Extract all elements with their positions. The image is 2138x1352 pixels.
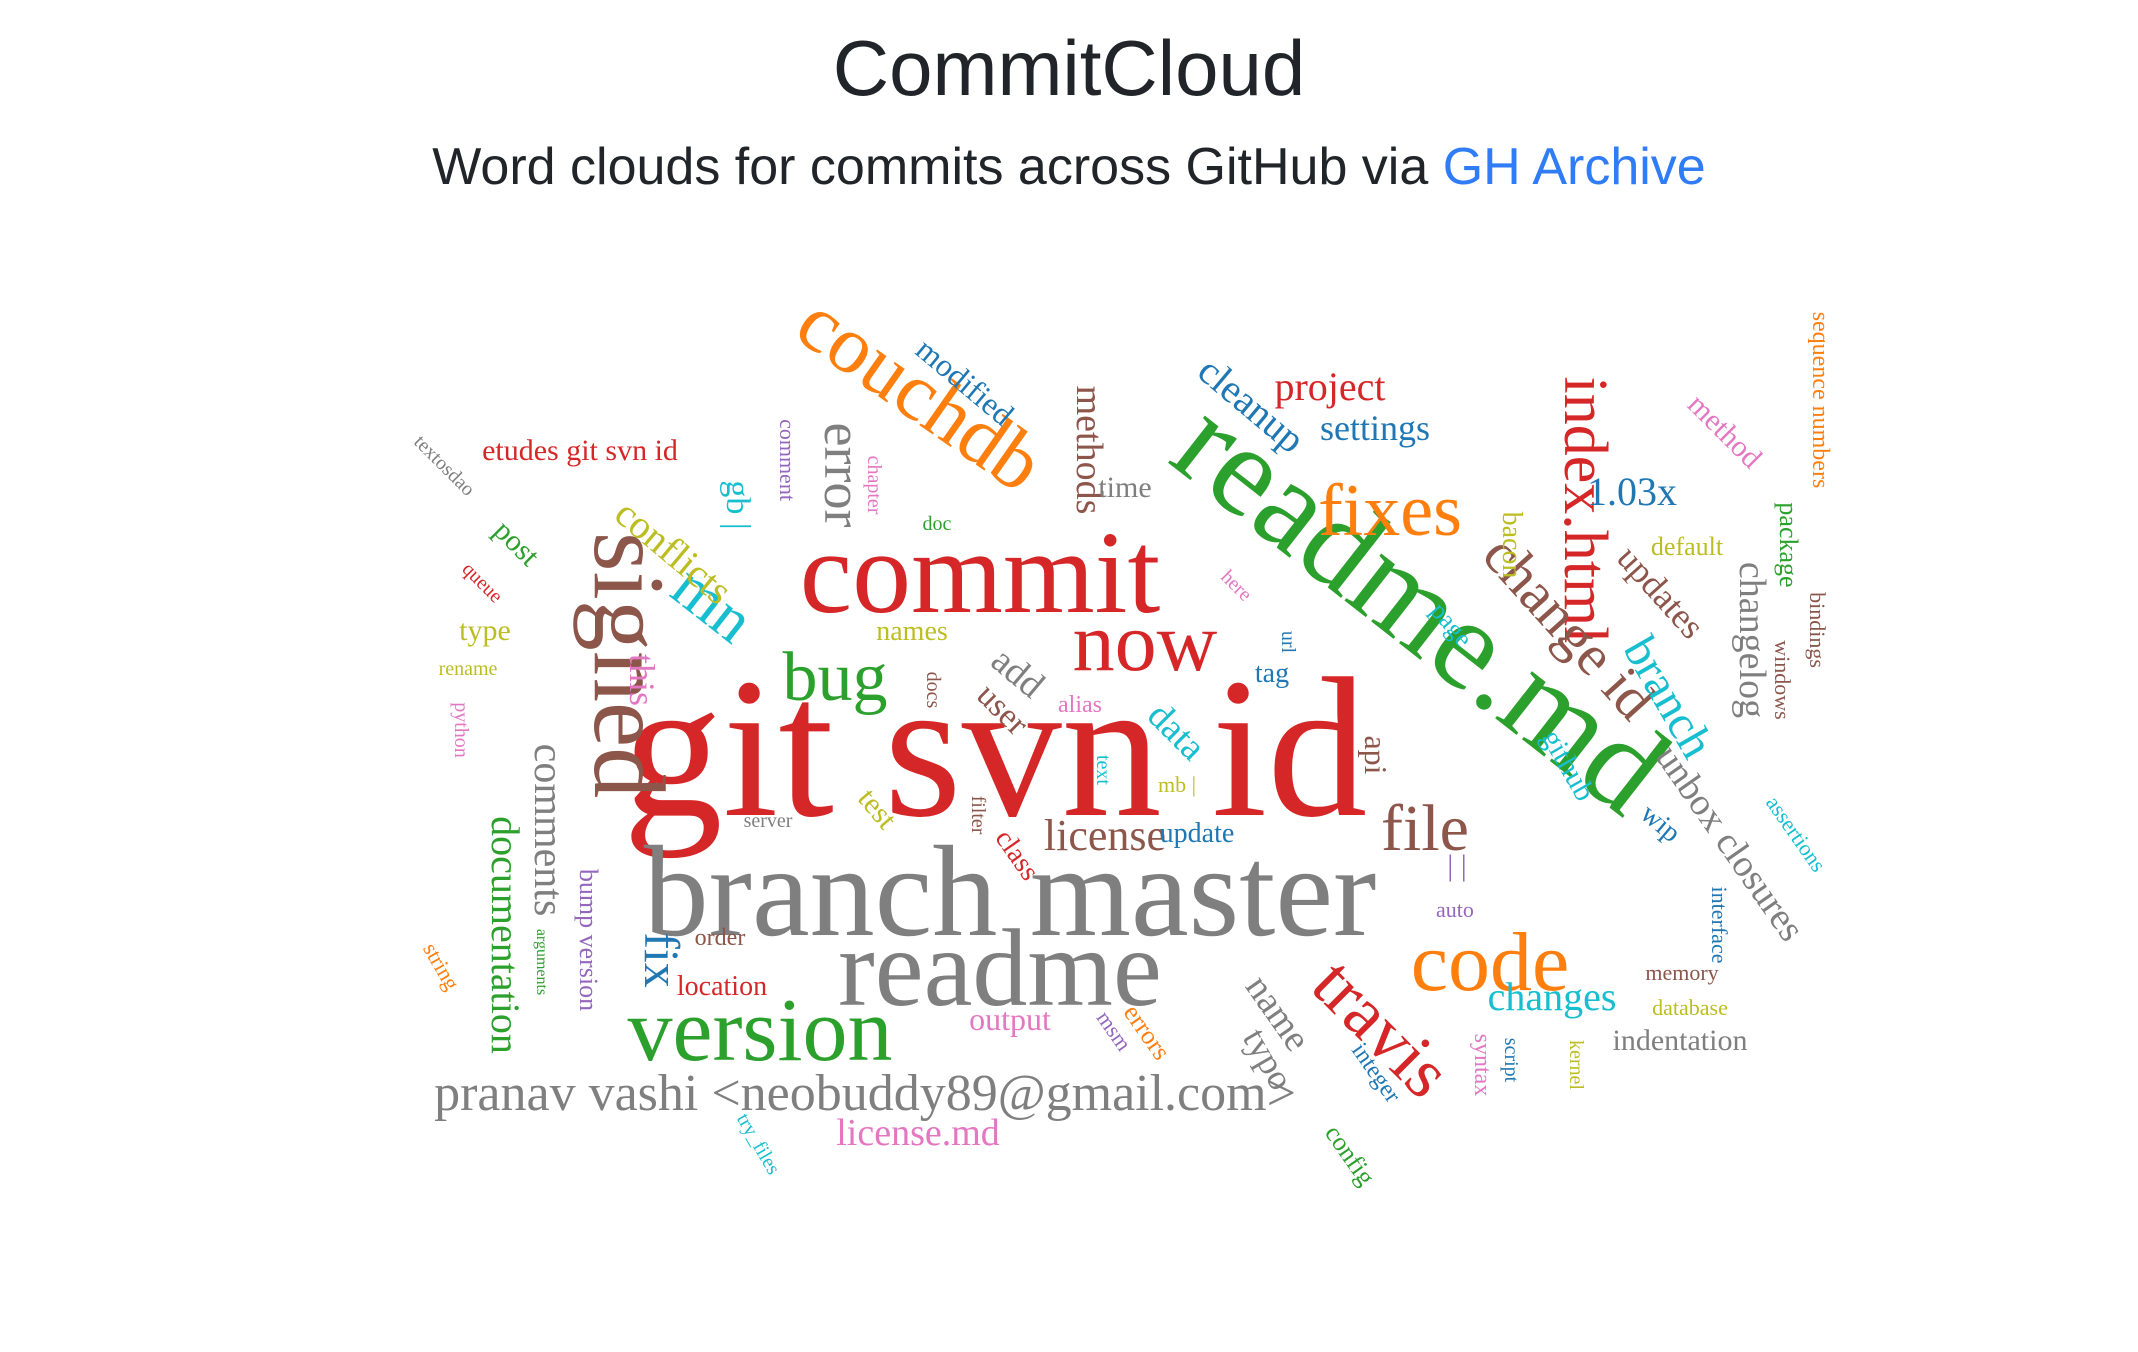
word-auto: auto xyxy=(1436,897,1474,922)
word-names: names xyxy=(876,616,948,647)
word-1-03x: 1.03x xyxy=(1587,469,1677,514)
word-textosdao: textosdao xyxy=(409,431,479,501)
word-syntax: syntax xyxy=(1469,1034,1495,1097)
word-license-md: license.md xyxy=(836,1112,1000,1154)
word-commit: commit xyxy=(800,507,1161,638)
word-fix: fix xyxy=(634,932,690,988)
word-bindings: bindings xyxy=(1805,592,1830,668)
word-bump-version: bump version xyxy=(574,869,603,1011)
word-error: error xyxy=(813,423,873,528)
word-index-html: index.html xyxy=(1551,377,1619,644)
word-location: location xyxy=(677,971,767,1002)
word-python: python xyxy=(450,702,472,758)
word-script: script xyxy=(1500,1038,1522,1083)
word-pranav-vashi-neobuddy89-gmail-com: pranav vashi <neobuddy89@gmail.com> xyxy=(434,1065,1296,1122)
word-here: here xyxy=(1216,566,1256,606)
word-changelog: changelog xyxy=(1731,562,1773,718)
word-server: server xyxy=(744,810,793,832)
word-alias: alias xyxy=(1058,692,1102,718)
word-git-svn-id: git svn id xyxy=(623,638,1368,859)
word-pipes: | | xyxy=(1447,849,1467,882)
word-changes: changes xyxy=(1488,974,1617,1019)
word-now: now xyxy=(1073,596,1218,689)
word-api: api xyxy=(1358,735,1394,774)
page-subtitle: Word clouds for commits across GitHub vi… xyxy=(0,136,2138,198)
word-package: package xyxy=(1774,502,1803,587)
word-docs: docs xyxy=(922,672,944,709)
word-code: code xyxy=(1411,916,1570,1009)
word-kernel: kernel xyxy=(1565,1040,1587,1090)
word-type: type xyxy=(459,614,511,647)
word-documentation: documentation xyxy=(483,816,528,1054)
word-gb: gb | xyxy=(719,480,756,529)
word-filter: filter xyxy=(967,796,989,835)
word-sequence-numbers: sequence numbers xyxy=(1807,312,1833,489)
word-tag: tag xyxy=(1255,658,1289,689)
word-method: method xyxy=(1681,388,1768,475)
page-title: CommitCloud xyxy=(832,24,1306,112)
word-queue: queue xyxy=(458,558,507,607)
word-database: database xyxy=(1652,995,1728,1020)
word-signed: signed xyxy=(572,532,685,798)
word-text: text xyxy=(1092,755,1114,785)
word-bacon: bacon xyxy=(1496,512,1527,579)
word-doc: doc xyxy=(923,513,952,535)
word-url: url xyxy=(1277,631,1299,654)
word-rename: rename xyxy=(439,658,498,680)
word-default: default xyxy=(1651,532,1724,561)
word-license: license xyxy=(1044,811,1166,860)
word-string: string xyxy=(418,938,465,994)
word-mb: mb | xyxy=(1158,772,1196,797)
word-fixes: fixes xyxy=(1318,470,1462,552)
word-bug: bug xyxy=(783,639,888,716)
word-branch-master: branch master xyxy=(644,820,1377,964)
word-output: output xyxy=(969,1001,1051,1037)
word-order: order xyxy=(695,925,746,951)
gh-archive-link[interactable]: GH Archive xyxy=(1442,138,1706,196)
word-this: this xyxy=(622,654,662,706)
word-comment: comment xyxy=(775,419,800,501)
word-post: post xyxy=(487,514,546,573)
word-chapter: chapter xyxy=(863,456,885,515)
word-readme: readme xyxy=(838,907,1162,1029)
word-arguments: arguments xyxy=(533,929,550,995)
word-update: update xyxy=(1160,818,1235,849)
word-time: time xyxy=(1098,471,1151,504)
word-memory: memory xyxy=(1645,960,1718,985)
word-file: file xyxy=(1381,792,1469,865)
word-settings: settings xyxy=(1320,408,1430,448)
word-version: version xyxy=(628,981,893,1080)
word-indentation: indentation xyxy=(1613,1024,1748,1057)
word-methods: methods xyxy=(1068,386,1110,515)
word-interface: interface xyxy=(1707,887,1732,964)
word-project: project xyxy=(1274,364,1385,409)
subtitle-text: Word clouds for commits across GitHub vi… xyxy=(432,138,1443,196)
word-assertions: assertions xyxy=(1761,791,1831,876)
word-config: config xyxy=(1319,1120,1381,1191)
word-windows: windows xyxy=(1770,640,1795,719)
word-comments: comments xyxy=(525,744,571,917)
word-etudes-git-svn-id: etudes git svn id xyxy=(482,434,678,467)
